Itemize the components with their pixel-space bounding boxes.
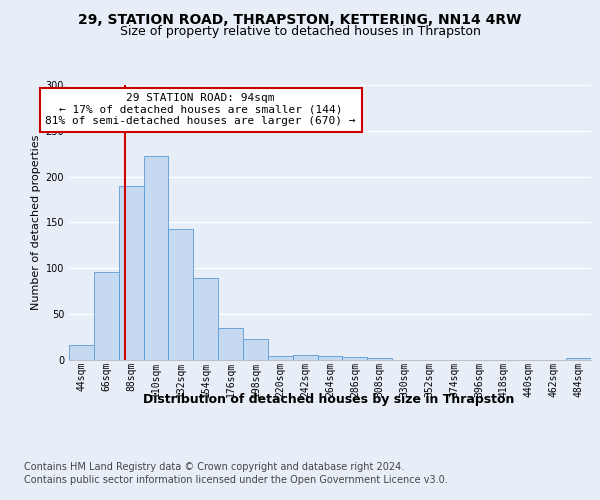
Text: Contains HM Land Registry data © Crown copyright and database right 2024.: Contains HM Land Registry data © Crown c… — [24, 462, 404, 472]
Bar — [218, 328, 243, 360]
Text: 29, STATION ROAD, THRAPSTON, KETTERING, NN14 4RW: 29, STATION ROAD, THRAPSTON, KETTERING, … — [79, 12, 521, 26]
Text: 29 STATION ROAD: 94sqm
← 17% of detached houses are smaller (144)
81% of semi-de: 29 STATION ROAD: 94sqm ← 17% of detached… — [46, 93, 356, 126]
Bar — [367, 358, 392, 360]
Bar — [193, 278, 218, 360]
Y-axis label: Number of detached properties: Number of detached properties — [31, 135, 41, 310]
Bar — [69, 346, 94, 360]
Bar — [293, 354, 317, 360]
Bar — [94, 272, 119, 360]
Bar — [169, 229, 193, 360]
Bar — [566, 358, 591, 360]
Bar — [343, 357, 367, 360]
Bar — [243, 339, 268, 360]
Bar — [268, 356, 293, 360]
Bar — [317, 356, 343, 360]
Text: Distribution of detached houses by size in Thrapston: Distribution of detached houses by size … — [143, 392, 514, 406]
Bar — [119, 186, 143, 360]
Bar — [143, 156, 169, 360]
Text: Size of property relative to detached houses in Thrapston: Size of property relative to detached ho… — [119, 25, 481, 38]
Text: Contains public sector information licensed under the Open Government Licence v3: Contains public sector information licen… — [24, 475, 448, 485]
